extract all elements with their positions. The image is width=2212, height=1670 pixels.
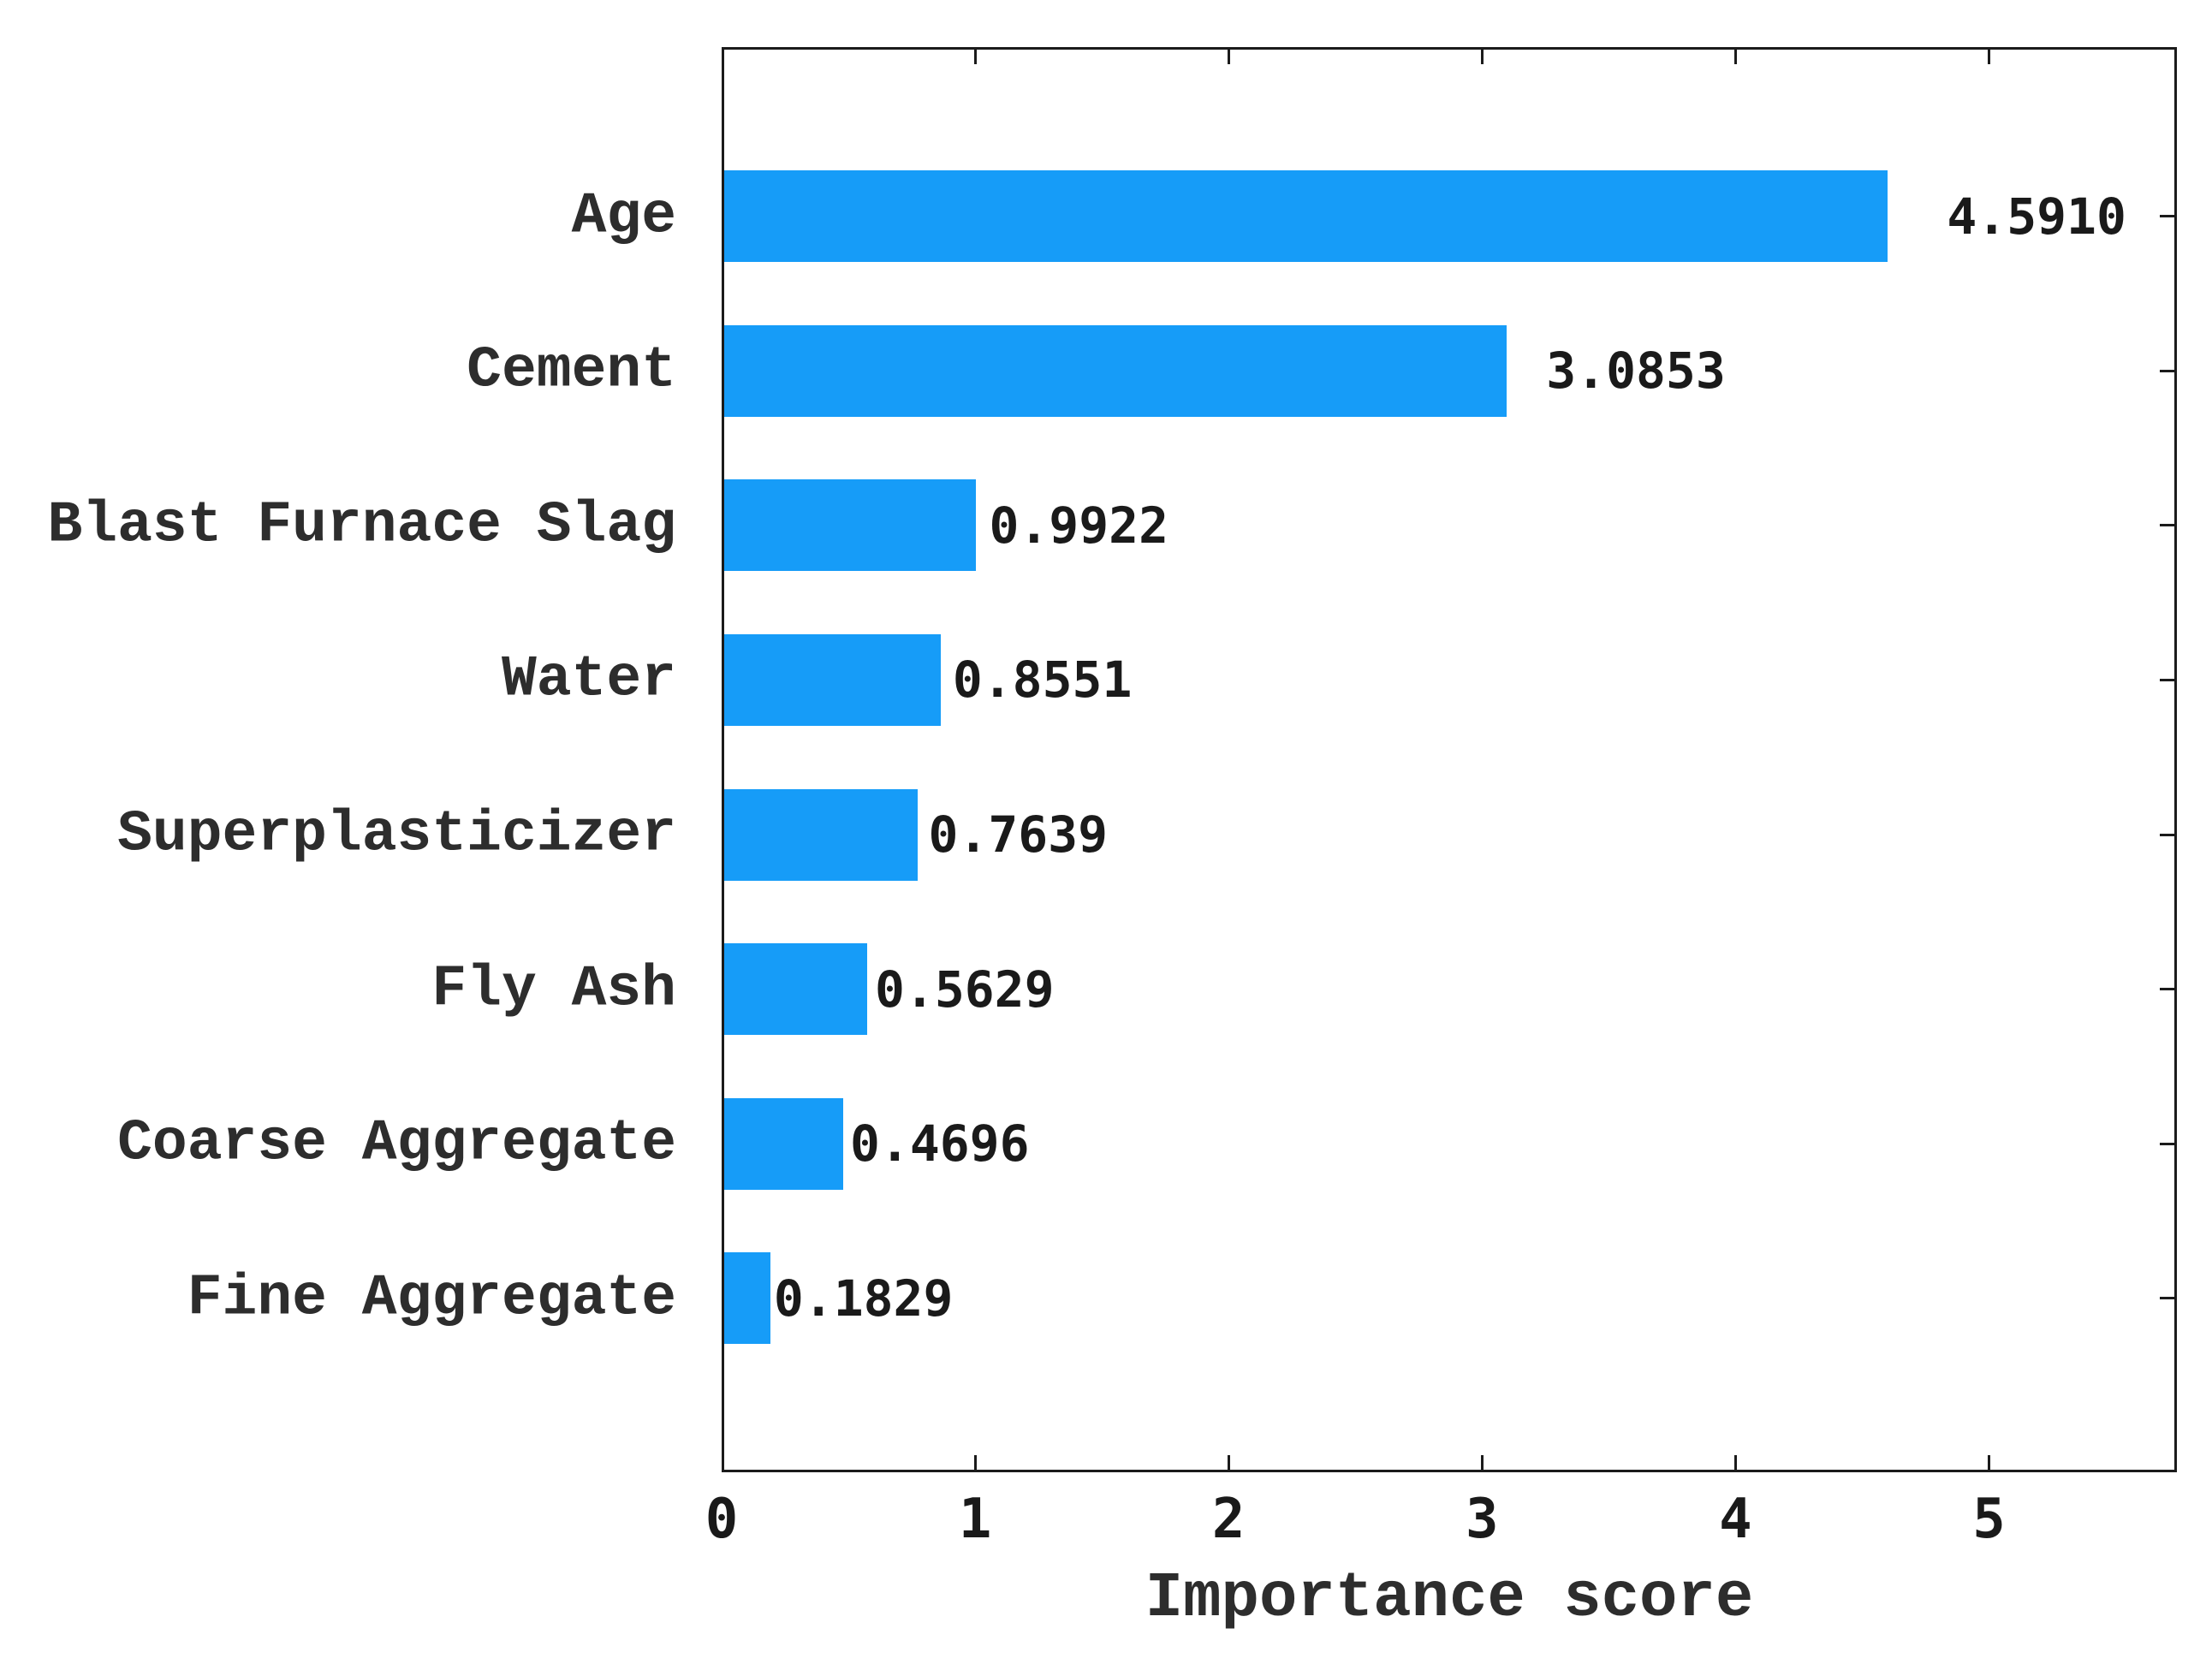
value-label-water: 0.8551 (952, 651, 1133, 710)
x-axis-title: Importance score (1145, 1563, 1754, 1635)
x-tick-bottom-4 (1733, 1455, 1737, 1470)
bar-coarse-aggregate (724, 1097, 844, 1190)
y-tick-right-superplasticizer (2160, 833, 2174, 836)
value-label-fine-aggregate: 0.1829 (773, 1269, 954, 1328)
x-tick-label-3: 3 (1466, 1488, 1499, 1551)
x-tick-label-1: 1 (958, 1488, 992, 1551)
y-tick-right-blast-furnace-slag (2160, 524, 2174, 527)
x-tick-label-0: 0 (705, 1488, 739, 1551)
bar-water (724, 633, 942, 726)
category-label-water: Water (501, 646, 676, 713)
y-tick-right-age (2160, 215, 2174, 217)
y-tick-right-fly-ash (2160, 988, 2174, 991)
x-tick-label-2: 2 (1211, 1488, 1246, 1551)
category-label-fine-aggregate: Fine Aggregate (187, 1265, 676, 1332)
y-tick-right-water (2160, 678, 2174, 681)
bar-fly-ash (724, 943, 867, 1036)
x-tick-bottom-1 (973, 1455, 977, 1470)
category-label-fly-ash: Fly Ash (431, 956, 676, 1023)
x-tick-top-1 (973, 50, 977, 64)
x-tick-top-3 (1480, 50, 1484, 64)
category-label-age: Age (571, 183, 676, 249)
value-label-age: 4.5910 (1947, 187, 2126, 246)
category-label-blast-furnace-slag: Blast Furnace Slag (47, 492, 676, 559)
x-tick-bottom-5 (1988, 1455, 1990, 1470)
value-label-coarse-aggregate: 0.4696 (850, 1114, 1030, 1174)
x-tick-label-4: 4 (1719, 1488, 1752, 1551)
x-tick-top-4 (1733, 50, 1737, 64)
y-tick-right-fine-aggregate (2160, 1297, 2174, 1300)
x-tick-top-5 (1988, 50, 1990, 64)
value-label-cement: 3.0853 (1546, 342, 1726, 401)
x-tick-top-2 (1227, 50, 1230, 64)
x-tick-bottom-2 (1227, 1455, 1230, 1470)
category-label-superplasticizer: Superplasticizer (117, 801, 676, 868)
value-label-fly-ash: 0.5629 (875, 960, 1055, 1019)
y-tick-right-cement (2160, 369, 2174, 372)
x-tick-label-5: 5 (1972, 1488, 2006, 1551)
bar-blast-furnace-slag (724, 479, 976, 572)
bar-age (724, 170, 1888, 262)
plot-area (722, 47, 2177, 1472)
x-tick-bottom-3 (1480, 1455, 1484, 1470)
bar-fine-aggregate (724, 1252, 771, 1345)
bar-superplasticizer (724, 788, 919, 881)
value-label-blast-furnace-slag: 0.9922 (989, 496, 1168, 555)
bar-cement (724, 324, 1507, 417)
y-tick-right-coarse-aggregate (2160, 1142, 2174, 1145)
category-label-coarse-aggregate: Coarse Aggregate (117, 1110, 676, 1177)
value-label-superplasticizer: 0.7639 (928, 805, 1109, 865)
category-label-cement: Cement (467, 337, 676, 404)
